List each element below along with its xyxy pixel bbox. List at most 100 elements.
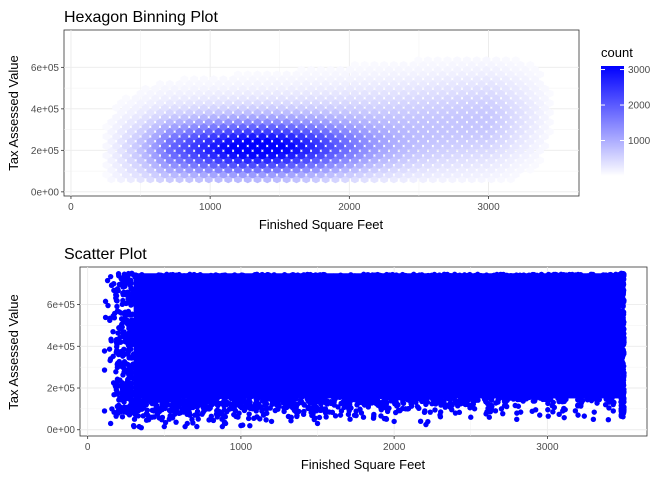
hex-bin — [268, 103, 277, 112]
hex-bin — [438, 118, 447, 127]
hex-bin — [409, 70, 418, 79]
scatter-point — [620, 371, 627, 378]
hex-bin — [540, 132, 549, 141]
hex-bin — [482, 132, 491, 141]
hex-bin — [292, 127, 301, 136]
hex-bin — [122, 103, 130, 112]
hex-bin — [355, 84, 364, 93]
hex-bin — [156, 146, 164, 155]
hex-bin — [453, 161, 462, 169]
hex-bin — [487, 175, 496, 184]
scatter-point — [114, 303, 120, 310]
scatter-point — [378, 391, 385, 397]
hex-bin — [126, 156, 135, 165]
hex-bin — [190, 84, 199, 93]
hex-bin — [458, 60, 466, 69]
hex-bin — [238, 170, 247, 179]
hex-bin — [502, 56, 510, 64]
hex-bin — [472, 65, 481, 74]
scatter-point — [475, 387, 482, 393]
hex-bin — [375, 65, 384, 74]
scatter-point — [383, 405, 389, 411]
scatter-point — [404, 388, 411, 394]
scatter-point — [101, 348, 108, 354]
hex-bin — [219, 75, 228, 84]
scatter-point — [500, 410, 506, 417]
hex-bin — [433, 56, 442, 64]
hex-bin — [428, 89, 437, 98]
scatter-point — [555, 387, 561, 394]
hex-bin — [126, 118, 135, 127]
hex-bin — [219, 103, 228, 112]
hex-bin — [180, 132, 189, 141]
scatter-point — [126, 279, 132, 286]
hex-bin — [482, 151, 491, 160]
hex-bin — [238, 151, 247, 160]
scatter-point — [570, 389, 576, 396]
scatter-point — [194, 423, 200, 430]
hex-bin — [277, 103, 286, 112]
hex-bin — [394, 142, 403, 150]
hex-bin — [268, 94, 277, 103]
hex-bin — [209, 94, 218, 103]
hex-bin — [438, 137, 447, 146]
hex-bin — [268, 123, 277, 131]
hex-bin — [307, 103, 315, 112]
hex-bin — [375, 132, 384, 141]
hex-bin — [428, 175, 437, 184]
scatter-point — [351, 412, 358, 418]
hex-bin — [389, 137, 398, 146]
hex-bin — [238, 123, 247, 131]
scatter-point — [125, 320, 132, 327]
hex-bin — [204, 127, 213, 136]
scatter-point — [131, 416, 138, 422]
hex-bin — [467, 127, 476, 136]
hex-bin — [263, 137, 272, 146]
hex-bin — [438, 156, 447, 165]
hex-bin — [243, 165, 252, 174]
scatter-point — [332, 273, 338, 280]
hex-bin — [492, 75, 501, 84]
scatter-point — [259, 406, 266, 413]
hex-bin — [389, 70, 398, 79]
scatter-point — [352, 394, 359, 400]
scatter-point — [549, 402, 555, 409]
hex-bin — [399, 70, 408, 79]
hex-bin — [487, 60, 496, 69]
hex-bin — [414, 103, 423, 112]
hex-bin — [389, 99, 398, 107]
hex-bin — [307, 123, 315, 131]
scatter-point — [107, 356, 114, 362]
scatter-point — [620, 279, 626, 286]
hex-bin — [316, 142, 325, 150]
hex-bin — [336, 142, 345, 150]
hex-bin — [350, 146, 359, 155]
scatter-point — [133, 400, 140, 407]
scatter-point — [115, 271, 122, 277]
hex-bin — [165, 146, 174, 155]
scatter-point — [471, 406, 478, 412]
y-tick-label: 4e+05 — [47, 342, 76, 353]
scatter-point — [452, 410, 459, 416]
hex-bin — [492, 103, 501, 112]
scatter-point — [488, 397, 495, 403]
hex-bin — [292, 137, 301, 146]
hex-bin — [506, 165, 515, 174]
hex-bin — [428, 108, 437, 117]
hex-bin — [424, 161, 432, 169]
hex-bin — [112, 123, 121, 131]
scatter-point — [468, 414, 474, 420]
hex-bin — [214, 89, 223, 98]
hex-bin — [521, 142, 530, 150]
scatter-point — [455, 388, 461, 394]
scatter-point — [180, 409, 187, 415]
hex-bin — [165, 99, 174, 107]
hex-bin — [131, 151, 140, 160]
hex-bin — [385, 123, 393, 131]
legend-tick-label: 2000 — [628, 101, 651, 112]
scatter-point — [453, 393, 459, 399]
scatter-point — [533, 384, 539, 390]
scatter-point — [511, 395, 517, 401]
scatter-point — [470, 401, 477, 407]
hex-bin — [350, 108, 359, 117]
